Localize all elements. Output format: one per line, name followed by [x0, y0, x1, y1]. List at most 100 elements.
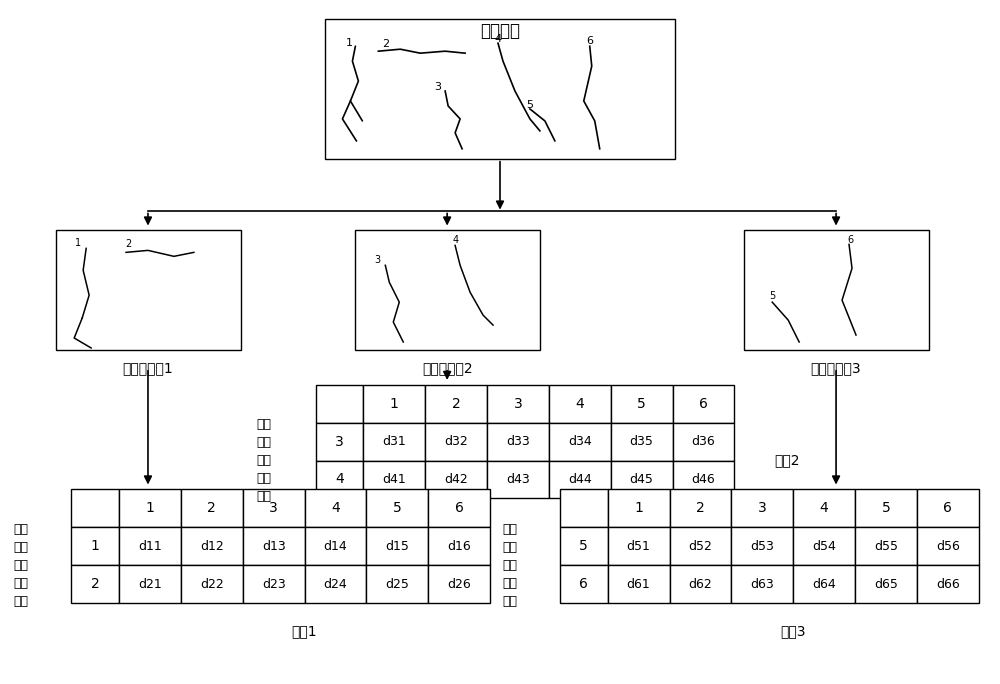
Text: d42: d42	[444, 473, 468, 486]
Text: d64: d64	[812, 577, 836, 590]
Text: 4: 4	[820, 501, 828, 515]
Text: 4: 4	[331, 501, 340, 515]
Text: 2: 2	[382, 39, 389, 49]
Bar	[670, 527, 731, 565]
Text: 4: 4	[575, 397, 584, 411]
Bar	[56, 231, 241, 350]
Bar	[917, 565, 979, 603]
Text: 3: 3	[335, 434, 344, 449]
Text: d52: d52	[689, 540, 712, 553]
Text: 子轨迹集合3: 子轨迹集合3	[811, 361, 861, 375]
Text: d53: d53	[750, 540, 774, 553]
Bar	[181, 565, 243, 603]
Bar	[71, 489, 119, 527]
Text: 3: 3	[514, 397, 522, 411]
Bar	[316, 423, 363, 460]
Text: 1: 1	[390, 397, 399, 411]
Bar	[305, 489, 366, 527]
Text: 4: 4	[452, 235, 458, 246]
Text: 5: 5	[579, 539, 588, 553]
Text: d44: d44	[568, 473, 592, 486]
Text: 轨迹集合: 轨迹集合	[480, 23, 520, 40]
Bar	[366, 489, 428, 527]
Bar	[316, 385, 363, 423]
Text: d46: d46	[692, 473, 715, 486]
Text: 1: 1	[634, 501, 643, 515]
Text: 6: 6	[943, 501, 952, 515]
Text: 6: 6	[455, 501, 464, 515]
Bar	[673, 460, 734, 499]
Text: 3: 3	[435, 82, 442, 92]
Text: 进程2: 进程2	[774, 453, 800, 468]
Text: 5: 5	[769, 291, 775, 301]
Bar	[428, 489, 490, 527]
Bar	[425, 385, 487, 423]
Bar	[549, 423, 611, 460]
Bar	[793, 565, 855, 603]
Bar	[487, 460, 549, 499]
Bar	[119, 565, 181, 603]
Bar	[181, 527, 243, 565]
Text: d43: d43	[506, 473, 530, 486]
Text: 2: 2	[696, 501, 705, 515]
Text: d32: d32	[444, 435, 468, 448]
Text: d56: d56	[936, 540, 960, 553]
Text: d16: d16	[447, 540, 471, 553]
Bar	[425, 423, 487, 460]
Bar	[793, 489, 855, 527]
Text: 3: 3	[269, 501, 278, 515]
Text: 4: 4	[494, 34, 502, 44]
Text: 进程3: 进程3	[780, 624, 806, 637]
Text: 1: 1	[346, 38, 353, 48]
Text: d36: d36	[692, 435, 715, 448]
Text: d66: d66	[936, 577, 960, 590]
Bar	[917, 527, 979, 565]
Bar	[181, 489, 243, 527]
Bar	[608, 527, 670, 565]
Bar	[355, 231, 540, 350]
Text: d35: d35	[630, 435, 654, 448]
Text: d12: d12	[200, 540, 224, 553]
Bar	[611, 385, 673, 423]
Bar	[363, 460, 425, 499]
Text: 时间
或者
空间
距离
矩阵: 时间 或者 空间 距离 矩阵	[256, 418, 271, 503]
Bar	[670, 565, 731, 603]
Bar	[305, 565, 366, 603]
Bar	[670, 489, 731, 527]
Bar	[855, 489, 917, 527]
Text: d61: d61	[627, 577, 650, 590]
Bar	[611, 423, 673, 460]
Bar	[608, 489, 670, 527]
Bar	[549, 460, 611, 499]
Bar	[428, 565, 490, 603]
Text: d41: d41	[382, 473, 406, 486]
Bar	[731, 565, 793, 603]
Text: d23: d23	[262, 577, 286, 590]
Bar	[731, 527, 793, 565]
Bar	[673, 423, 734, 460]
Bar	[119, 527, 181, 565]
Text: 3: 3	[758, 501, 767, 515]
Text: d54: d54	[812, 540, 836, 553]
Text: 1: 1	[146, 501, 154, 515]
Text: 6: 6	[579, 577, 588, 591]
Text: 4: 4	[335, 473, 344, 486]
Bar	[119, 489, 181, 527]
Bar	[305, 527, 366, 565]
Text: d33: d33	[506, 435, 530, 448]
Bar	[363, 423, 425, 460]
Bar	[366, 527, 428, 565]
Bar	[731, 489, 793, 527]
Text: 进程1: 进程1	[292, 624, 317, 637]
Text: d55: d55	[874, 540, 898, 553]
Bar	[744, 231, 929, 350]
Text: 时间
或者
空间
距离
矩阵: 时间 或者 空间 距离 矩阵	[14, 523, 29, 607]
Bar	[243, 565, 305, 603]
Text: 5: 5	[637, 397, 646, 411]
Bar	[611, 460, 673, 499]
Text: d21: d21	[138, 577, 162, 590]
Bar	[487, 423, 549, 460]
Bar	[793, 527, 855, 565]
Text: 2: 2	[452, 397, 460, 411]
Text: d11: d11	[138, 540, 162, 553]
